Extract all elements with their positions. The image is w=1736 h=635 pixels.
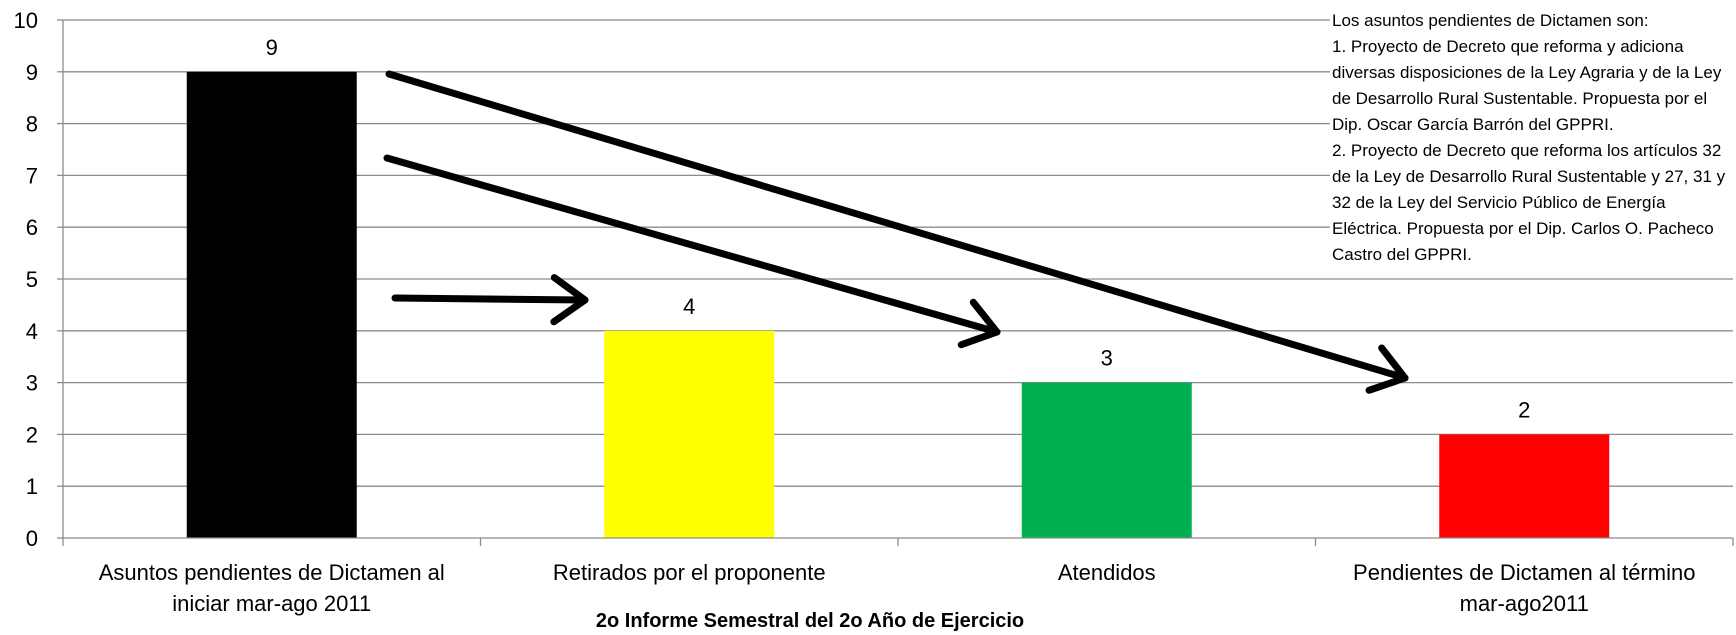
y-tick-label: 7 bbox=[26, 163, 38, 188]
arrow-line bbox=[385, 70, 1409, 382]
arrow-head bbox=[1365, 344, 1409, 394]
bar bbox=[1439, 434, 1610, 538]
y-tick-label: 4 bbox=[26, 319, 38, 344]
y-tick-label: 1 bbox=[26, 474, 38, 499]
y-tick-label: 2 bbox=[26, 422, 38, 447]
x-axis-title: 2o Informe Semestral del 2o Año de Ejerc… bbox=[595, 610, 1025, 632]
arrow-line bbox=[391, 294, 589, 304]
y-tick-label: 0 bbox=[26, 526, 38, 551]
arrow-line bbox=[383, 154, 1001, 336]
x-tick-label: Pendientes de Dictamen al término bbox=[1353, 560, 1695, 585]
bar bbox=[186, 71, 357, 539]
bars bbox=[186, 71, 1610, 539]
bar bbox=[1021, 382, 1192, 538]
data-label: 9 bbox=[266, 35, 278, 60]
data-label: 2 bbox=[1518, 397, 1530, 422]
arrow-head bbox=[550, 274, 589, 326]
note-line: Los asuntos pendientes de Dictamen son: bbox=[1332, 11, 1649, 30]
y-tick-label: 10 bbox=[14, 8, 38, 33]
x-tick-label: Retirados por el proponente bbox=[553, 560, 826, 585]
data-label: 4 bbox=[683, 294, 695, 319]
x-tick-label: mar-ago2011 bbox=[1460, 591, 1589, 616]
y-tick-label: 6 bbox=[26, 215, 38, 240]
note-line: 1. Proyecto de Decreto que reforma y adi… bbox=[1332, 37, 1722, 134]
note-line: 2. Proyecto de Decreto que reforma los a… bbox=[1332, 141, 1726, 264]
bar bbox=[604, 330, 775, 538]
data-label: 3 bbox=[1101, 346, 1113, 371]
y-tick-label: 8 bbox=[26, 112, 38, 137]
x-tick-label: iniciar mar-ago 2011 bbox=[172, 591, 371, 616]
pending-items-note: Los asuntos pendientes de Dictamen son: … bbox=[1330, 8, 1736, 272]
x-tick-label: Atendidos bbox=[1058, 560, 1156, 585]
y-tick-label: 5 bbox=[26, 267, 38, 292]
annotation-arrows bbox=[383, 70, 1409, 394]
y-tick-label: 3 bbox=[26, 371, 38, 396]
arrow-head bbox=[957, 298, 1001, 349]
data-labels: 9 4 3 2 bbox=[266, 35, 1531, 423]
y-tick-label: 9 bbox=[26, 60, 38, 85]
x-axis: Asuntos pendientes de Dictamen al iniciar… bbox=[62, 537, 1734, 616]
x-tick-label: Asuntos pendientes de Dictamen al bbox=[99, 560, 445, 585]
y-axis: 0 1 2 3 4 5 6 7 8 9 10 bbox=[14, 8, 64, 551]
